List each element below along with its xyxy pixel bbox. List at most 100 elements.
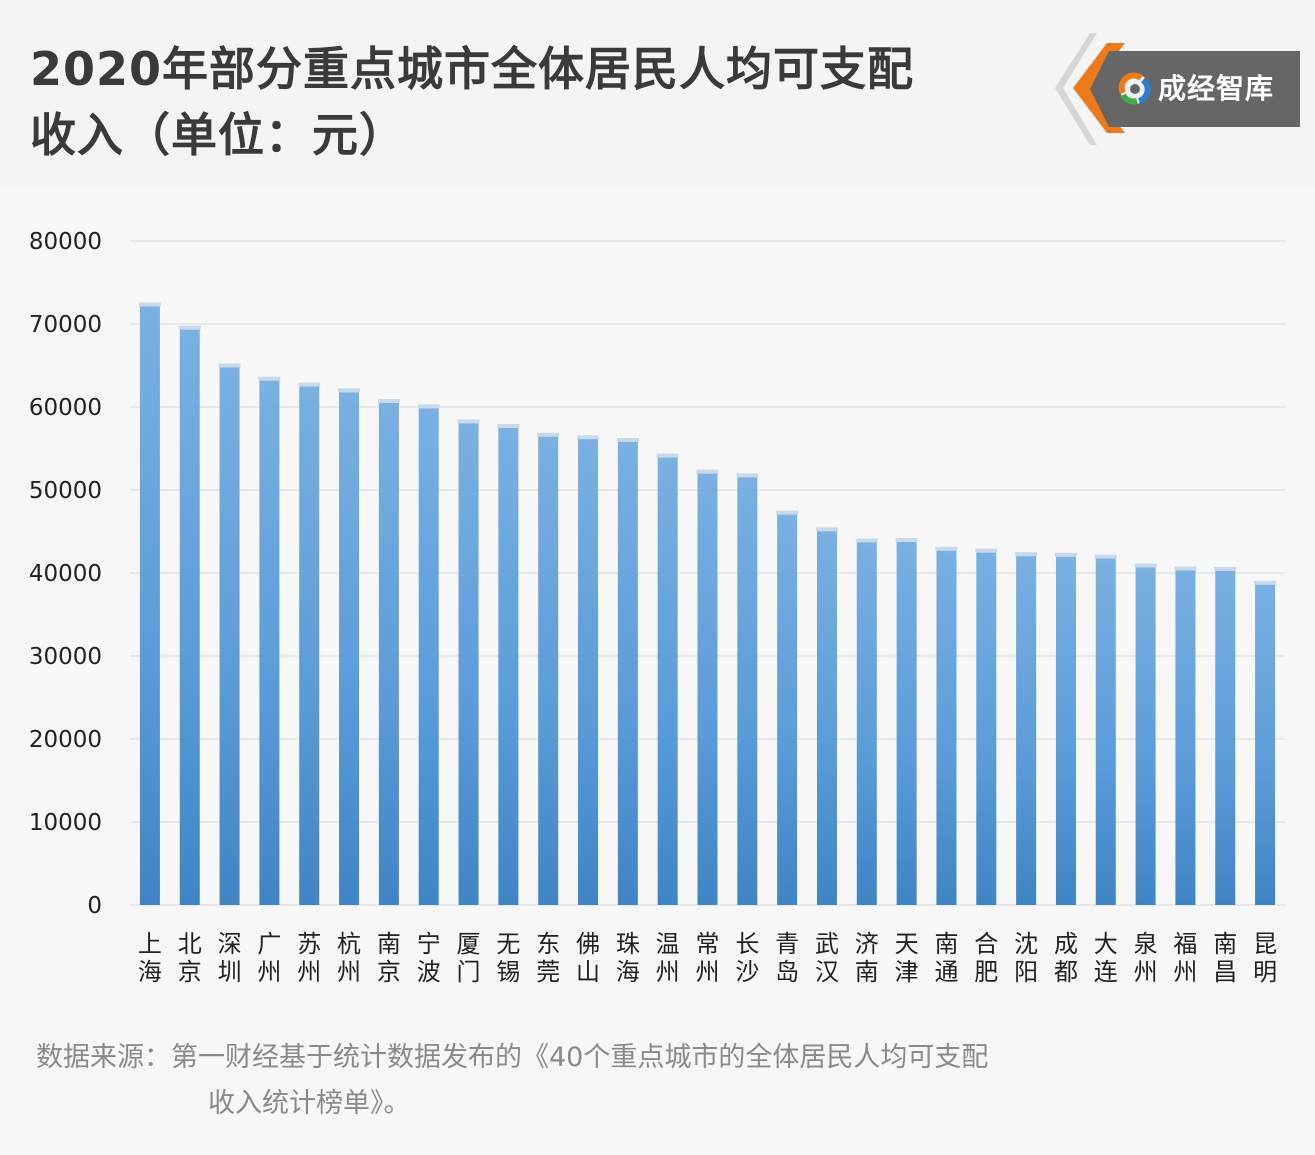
chart-title-line2: 收入（单位：元） — [30, 108, 406, 162]
bar — [339, 391, 360, 905]
x-tick-label: 武汉 — [815, 930, 839, 986]
bar-cap — [497, 424, 520, 429]
bar-cap — [178, 325, 201, 330]
bar-cap — [218, 363, 241, 368]
swirl-logo-icon — [1118, 72, 1151, 105]
x-tick-label: 天津 — [895, 930, 919, 986]
x-tick-label: 宁波 — [417, 930, 441, 986]
x-tick-label: 佛山 — [576, 930, 600, 986]
brand-logo — [1055, 33, 1300, 145]
x-tick-label: 温州 — [656, 930, 680, 986]
bar — [697, 472, 718, 905]
bar-cap — [1015, 552, 1038, 557]
bar-cap — [1054, 552, 1077, 557]
x-tick-label: 苏州 — [297, 930, 321, 986]
bar-cap — [1254, 580, 1277, 585]
y-tick-label: 20000 — [29, 727, 102, 753]
bar — [1095, 557, 1116, 905]
bar-cap — [975, 548, 998, 553]
source-label: 数据来源： — [36, 1042, 171, 1073]
y-tick-label: 50000 — [29, 478, 102, 504]
x-tick-label: 长沙 — [735, 930, 759, 986]
y-tick-label: 70000 — [29, 312, 102, 338]
x-tick-label: 成都 — [1054, 930, 1078, 986]
bar — [1055, 555, 1076, 905]
x-tick-label: 无锡 — [496, 930, 520, 986]
bar-cap — [457, 419, 480, 424]
x-tick-label: 昆明 — [1253, 930, 1277, 986]
bar — [777, 513, 798, 905]
bar-cap — [736, 473, 759, 478]
bar-cap — [338, 388, 361, 393]
bar-cap — [417, 404, 440, 409]
x-tick-label: 北京 — [178, 930, 202, 986]
bar — [737, 476, 758, 905]
x-tick-label: 杭州 — [337, 930, 361, 986]
bar — [976, 551, 997, 905]
chart-title-line1: 2020年部分重点城市全体居民人均可支配 — [30, 42, 915, 96]
bar — [617, 440, 638, 905]
bar-cap — [537, 432, 560, 437]
bar-cap — [298, 382, 321, 387]
bar — [299, 385, 320, 905]
logo-chevron-outline — [1055, 33, 1097, 145]
bar — [816, 530, 837, 905]
bar — [458, 422, 479, 905]
bar-chart: 0 10000 20000 30000 40000 50000 60000 70000 8000… — [29, 229, 1285, 986]
y-tick-label: 0 — [87, 893, 102, 919]
logo-text: 成经智库 — [1158, 72, 1275, 105]
bar-cap — [855, 538, 878, 543]
x-tick-label: 青岛 — [775, 930, 799, 986]
x-tick-label: 泉州 — [1134, 930, 1158, 986]
bar-cap — [577, 435, 600, 440]
x-tick-label: 合肥 — [974, 930, 998, 986]
x-tick-label: 大连 — [1094, 930, 1118, 986]
bar — [219, 366, 240, 906]
bar-cap — [895, 538, 918, 543]
bar — [538, 435, 559, 905]
y-tick-label: 30000 — [29, 644, 102, 670]
bar — [1175, 569, 1196, 905]
bar-cap — [1094, 554, 1117, 559]
source-text-line2: 收入统计榜单》。 — [208, 1088, 411, 1119]
x-tick-label: 广州 — [257, 930, 281, 986]
x-axis: 上海北京深圳广州苏州杭州南京宁波厦门无锡东莞佛山珠海温州常州长沙青岛武汉济南天津… — [138, 930, 1277, 986]
bar-cap — [138, 302, 161, 307]
bar — [498, 427, 519, 905]
y-tick-label: 40000 — [29, 561, 102, 587]
bar — [1255, 583, 1276, 905]
bar — [259, 379, 280, 905]
bar-cap — [696, 469, 719, 474]
bar — [657, 456, 678, 905]
logo-chevron-orange — [1073, 43, 1125, 133]
bar — [139, 305, 160, 906]
x-tick-label: 南京 — [377, 930, 401, 986]
bar-cap — [1214, 566, 1237, 571]
bar — [179, 328, 200, 905]
source-note: 数据来源：第一财经基于统计数据发布的《40个重点城市的全体居民人均可支配 收入统… — [36, 1035, 1286, 1127]
logo-banner — [1090, 51, 1300, 127]
bar-cap — [656, 453, 679, 458]
source-text-line1: 第一财经基于统计数据发布的《40个重点城市的全体居民人均可支配 — [171, 1042, 989, 1073]
x-tick-label: 沈阳 — [1014, 930, 1038, 986]
bar — [378, 401, 399, 905]
bar-cap — [616, 437, 639, 442]
bar-cap — [776, 510, 799, 515]
bar-cap — [815, 527, 838, 532]
y-tick-label: 60000 — [29, 395, 102, 421]
y-axis: 0 10000 20000 30000 40000 50000 60000 70000 8000… — [29, 229, 102, 919]
x-tick-label: 厦门 — [457, 930, 481, 986]
bar-cap — [1174, 566, 1197, 571]
x-tick-label: 常州 — [696, 930, 720, 986]
bar — [896, 541, 917, 905]
x-tick-label: 东莞 — [536, 930, 560, 986]
x-tick-label: 上海 — [138, 930, 162, 986]
bar — [1135, 566, 1156, 905]
bar — [578, 438, 599, 905]
bar-cap — [935, 546, 958, 551]
bar-cap — [258, 376, 281, 381]
x-tick-label: 深圳 — [218, 930, 242, 986]
x-tick-label: 南昌 — [1213, 930, 1237, 986]
bar-cap — [377, 398, 400, 403]
y-tick-label: 10000 — [29, 810, 102, 836]
